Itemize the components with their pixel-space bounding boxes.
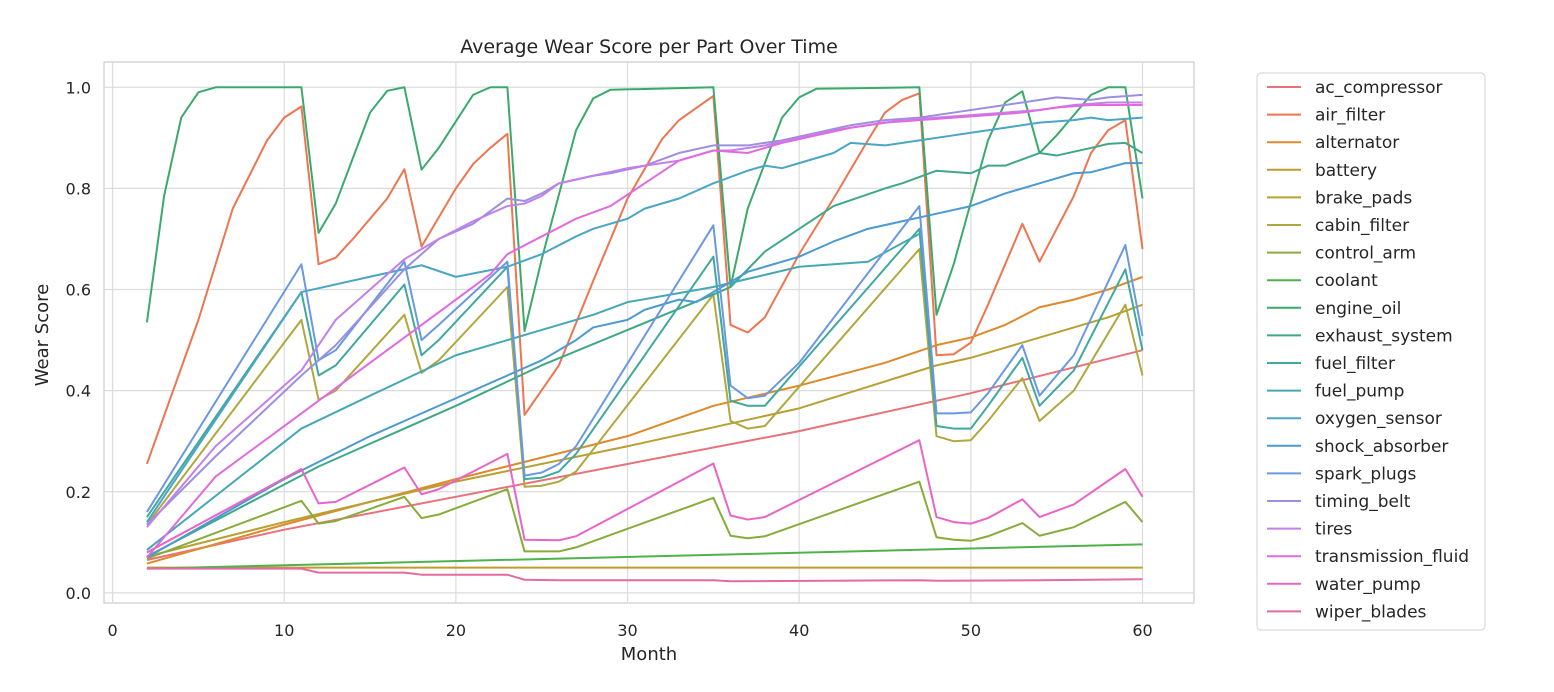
x-tick-label: 60 <box>1132 621 1152 640</box>
series-line-spark-plugs <box>146 205 1144 513</box>
legend-label: engine_oil <box>1315 299 1401 319</box>
x-axis-label: Month <box>621 644 677 665</box>
legend-label: shock_absorber <box>1315 437 1448 457</box>
x-tick-label: 40 <box>789 621 809 640</box>
series-line-ac-compressor <box>146 349 1143 561</box>
legend-items: ac_compressor air_filter alternator battery… <box>1267 78 1469 622</box>
y-tick-label: 0.8 <box>66 179 91 198</box>
x-tick-label: 50 <box>961 621 981 640</box>
series-lines <box>145 86 1144 583</box>
legend-label: timing_belt <box>1315 492 1411 512</box>
x-axis-ticks: 0 10 20 30 40 50 60 <box>107 621 1152 640</box>
series-line-transmission-fluid <box>146 103 1143 559</box>
series-line-fuel-pump <box>146 233 920 551</box>
series-line-exhaust-system <box>146 141 1144 558</box>
legend: ac_compressor air_filter alternator battery… <box>1256 72 1486 631</box>
series-line-oxygen-sensor <box>146 116 1143 523</box>
series-line-control-arm <box>146 480 1144 560</box>
legend-label: exhaust_system <box>1315 326 1453 346</box>
x-tick-label: 20 <box>446 621 466 640</box>
series-line-fuel-filter <box>146 227 1144 518</box>
series-line-shock-absorber <box>146 162 1143 559</box>
series-line-water-pump <box>146 439 1144 554</box>
legend-label: oxygen_sensor <box>1315 409 1442 429</box>
y-axis-ticks: 0.0 0.2 0.4 0.6 0.8 1.0 <box>66 78 91 603</box>
y-tick-label: 1.0 <box>66 78 91 97</box>
legend-label: ac_compressor <box>1315 78 1443 98</box>
legend-label: fuel_filter <box>1315 354 1395 374</box>
x-tick-label: 30 <box>617 621 637 640</box>
plot-area <box>103 61 1195 604</box>
legend-label: tires <box>1315 520 1352 540</box>
legend-label: battery <box>1315 161 1377 181</box>
series-line-air-filter <box>145 92 1144 465</box>
y-axis-label: Wear Score <box>32 284 53 386</box>
series-line-timing-belt <box>146 93 1143 526</box>
legend-label: transmission_fluid <box>1315 547 1469 567</box>
legend-label: coolant <box>1315 271 1378 291</box>
x-tick-label: 10 <box>274 621 294 640</box>
legend-label: air_filter <box>1315 106 1385 126</box>
legend-label: cabin_filter <box>1315 216 1409 236</box>
legend-label: control_arm <box>1315 244 1416 264</box>
series-line-coolant <box>146 543 1143 570</box>
y-tick-label: 0.6 <box>66 281 91 300</box>
y-tick-label: 0.2 <box>66 483 91 502</box>
series-line-alternator <box>146 275 1143 565</box>
series-line-wiper-blades <box>146 567 1143 583</box>
legend-label: brake_pads <box>1315 188 1412 208</box>
legend-label: fuel_pump <box>1315 382 1404 402</box>
x-tick-label: 0 <box>107 621 117 640</box>
series-line-engine-oil <box>145 86 1144 332</box>
legend-label: water_pump <box>1315 575 1421 595</box>
chart-title: Average Wear Score per Part Over Time <box>460 36 838 58</box>
series-line-cabin-filter <box>146 248 1144 526</box>
legend-label: alternator <box>1315 133 1399 153</box>
series-line-brake-pads <box>146 303 1143 558</box>
y-tick-label: 0.0 <box>66 584 91 603</box>
legend-label: spark_plugs <box>1315 464 1416 484</box>
legend-label: wiper_blades <box>1315 602 1427 622</box>
legend-box <box>1256 72 1486 631</box>
y-tick-label: 0.4 <box>66 382 91 401</box>
